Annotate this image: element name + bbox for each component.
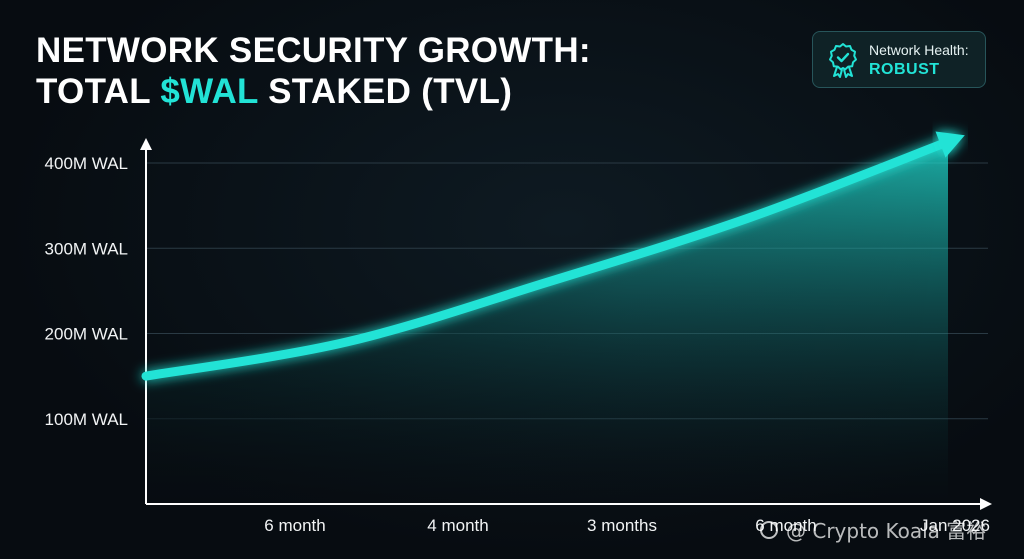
watermark-text: @ Crypto Koala 富裕 <box>786 519 987 543</box>
title-line-1: NETWORK SECURITY GROWTH: <box>36 31 591 70</box>
badge-value: ROBUST <box>869 60 940 78</box>
title-prefix: TOTAL <box>36 72 161 111</box>
title-suffix: STAKED (TVL) <box>258 72 513 111</box>
chart-title: NETWORK SECURITY GROWTH: TOTAL $WAL STAK… <box>36 30 591 112</box>
area-layer <box>146 141 948 504</box>
x-axis-arrow-icon <box>980 498 992 510</box>
network-health-badge: Network Health: ROBUST <box>812 31 986 88</box>
title-accent: $WAL <box>160 72 259 111</box>
x-tick-labels: 6 month 4 month 3 months 6 month Jan 2026 <box>264 516 990 535</box>
badge-label: Network Health: <box>869 41 969 58</box>
y-axis-arrow-icon <box>140 138 152 150</box>
title-line-2: TOTAL $WAL STAKED (TVL) <box>36 71 591 112</box>
area-shade <box>146 141 948 504</box>
line-layer <box>141 131 965 381</box>
y-tick-label: 300M WAL <box>45 239 128 258</box>
watermark-logo-icon <box>760 520 778 539</box>
y-tick-labels: 100M WAL 200M WAL 300M WAL 400M WAL <box>45 154 128 429</box>
x-tick-label: Jan 2026 <box>920 516 990 535</box>
y-tick-label: 200M WAL <box>45 325 128 344</box>
y-tick-label: 400M WAL <box>45 154 128 173</box>
y-tick-label: 100M WAL <box>45 410 128 429</box>
series-arrowhead <box>935 131 965 158</box>
award-ribbon-icon <box>829 42 857 78</box>
axes <box>140 138 992 510</box>
x-tick-label: 6 month <box>264 516 325 535</box>
x-tick-label: 3 months <box>587 516 657 535</box>
watermark: @ Crypto Koala 富裕 <box>760 515 986 544</box>
x-tick-label: 4 month <box>427 516 488 535</box>
